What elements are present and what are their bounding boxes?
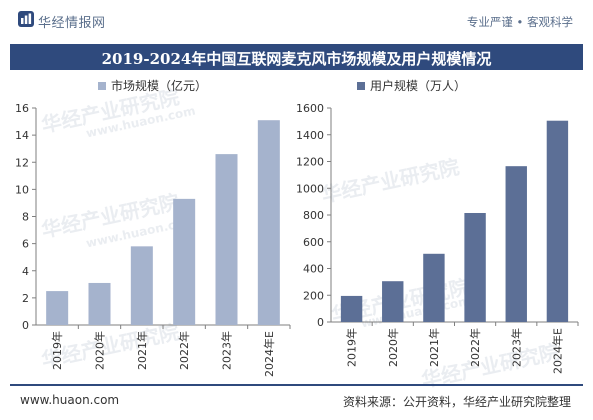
market-y-tick-label: 12 [15,156,29,169]
users-legend-label: 用户规模（万人） [370,78,466,93]
market-bar [215,154,238,325]
users-x-tick-label: 2022年 [468,328,482,367]
market-x-tick-label: 2021年 [135,331,149,370]
footer-bar: www.huaon.com 资料来源：公开资料，华经产业研究院整理 [10,384,583,420]
title-bar: 2019-2024年中国互联网麦克风市场规模及用户规模情况 [10,44,583,70]
users-y-tick-label: 1000 [296,182,324,195]
market-x-tick-label: 2024年E [262,331,276,377]
users-bar [340,295,363,322]
market-y-tick-label: 0 [22,319,29,332]
market-bar [88,282,111,325]
users-y-tick-label: 0 [317,316,324,329]
slogan: 专业严谨 • 客观科学 [466,15,573,29]
users-y-tick-label: 1200 [296,156,324,169]
users-bar [382,281,404,322]
users-y-tick-label: 1400 [296,129,324,142]
users-bar [505,166,527,322]
market-x-tick-label: 2022年 [177,331,191,370]
market-bar [173,198,196,325]
chart-title: 2019-2024年中国互联网麦克风市场规模及用户规模情况 [101,50,492,68]
market-y-tick-label: 14 [15,129,29,142]
market-legend-label: 市场规模（亿元） [111,78,207,93]
market-y-tick-label: 4 [22,265,29,278]
users-y-tick-label: 800 [303,209,324,222]
users-bar [546,120,569,322]
users-x-tick-label: 2023年 [509,328,523,367]
top-bar: 华经情报网 专业严谨 • 客观科学 [0,0,593,44]
users-y-tick-label: 1600 [296,102,324,115]
market-y-tick-label: 8 [22,211,29,224]
market-legend-swatch [98,82,106,90]
users-x-tick-label: 2024年E [550,328,564,374]
users-x-tick-label: 2020年 [386,328,400,367]
market-bar [130,246,153,325]
users-bar [464,212,486,322]
market-bar [46,291,69,325]
market-x-tick-label: 2023年 [220,331,234,370]
site-url: www.huaon.com [20,393,120,407]
market-bar [257,120,280,325]
users-bar [423,253,445,322]
users-x-tick-label: 2019年 [345,328,359,367]
users-y-tick-label: 400 [303,263,324,276]
market-y-tick-label: 16 [15,102,29,115]
market-x-tick-label: 2020年 [93,331,107,370]
users-y-tick-label: 200 [303,289,324,302]
users-y-tick-label: 600 [303,236,324,249]
users-legend-swatch [357,82,365,90]
market-y-tick-label: 6 [22,238,29,251]
logo-icon [18,11,34,27]
users-x-tick-label: 2021年 [427,328,441,367]
market-y-tick-label: 2 [22,292,29,305]
market-x-tick-label: 2019年 [50,331,64,370]
brand-name: 华经情报网 [38,16,106,31]
market-y-tick-label: 10 [15,183,29,196]
data-source: 资料来源：公开资料，华经产业研究院整理 [342,395,571,409]
